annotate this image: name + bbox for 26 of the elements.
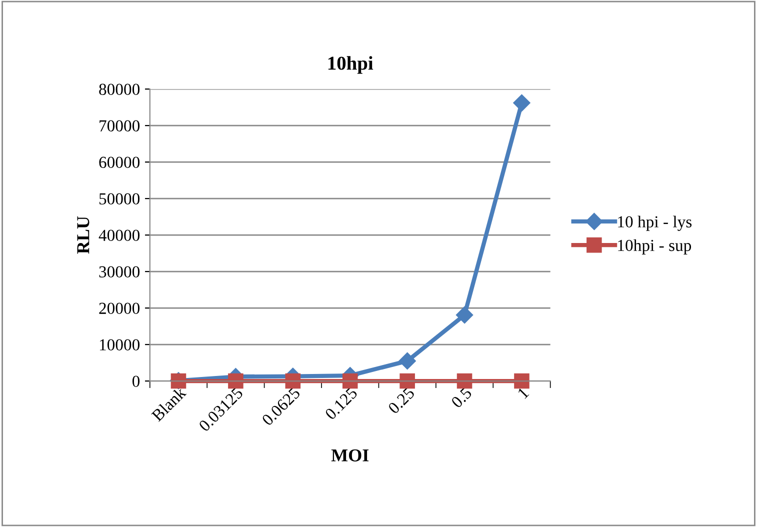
point <box>456 373 472 389</box>
y-tick-label: 30000 <box>99 266 140 278</box>
x-axis-title: MOI <box>331 449 369 462</box>
point <box>513 94 530 112</box>
y-tick-label: 20000 <box>99 302 140 314</box>
x-tick-label: 0.25 <box>387 386 416 414</box>
y-tick-label: 80000 <box>99 84 140 96</box>
x-tick-label: 0.5 <box>450 386 472 409</box>
y-tick-label: 0 <box>132 376 140 387</box>
x-tick-label: 1 <box>517 386 530 399</box>
legend-label: 10hpi - sup <box>618 239 692 254</box>
y-tick-label: 10000 <box>100 339 140 350</box>
point <box>398 352 416 370</box>
point <box>342 373 358 389</box>
point <box>285 373 301 389</box>
y-tick-label: 70000 <box>100 120 140 132</box>
chart-title: 10hpi <box>328 56 374 74</box>
legend-label: 10 hpi - lys <box>618 216 692 231</box>
y-tick-label: 60000 <box>99 156 140 168</box>
y-tick-label: 40000 <box>98 230 140 241</box>
point <box>400 373 415 389</box>
y-tick-label: 50000 <box>99 193 140 204</box>
y-axis-title: RLU <box>77 216 90 254</box>
point <box>514 373 530 389</box>
point <box>228 373 244 389</box>
point <box>456 306 474 324</box>
